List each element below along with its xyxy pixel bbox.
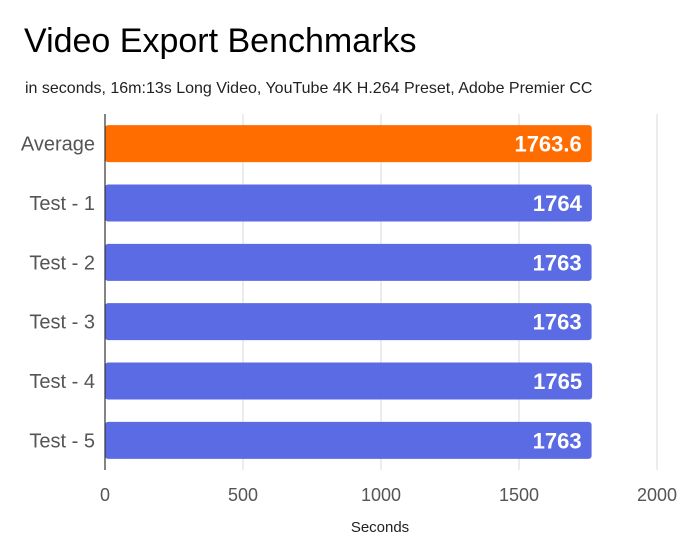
bar [105, 125, 592, 163]
category-label: Test - 4 [29, 371, 95, 393]
bar [105, 184, 592, 222]
data-label: 1763 [533, 428, 582, 453]
data-label: 1763.6 [514, 132, 581, 157]
x-axis-title: Seconds [351, 519, 409, 536]
category-label: Average [21, 134, 95, 156]
x-tick-label: 0 [100, 485, 110, 505]
data-label: 1763 [533, 310, 582, 335]
x-tick-label: 1500 [499, 485, 539, 505]
x-tick-label: 500 [228, 485, 258, 505]
bar [105, 362, 593, 400]
labels: 0 500 1000 1500 2000 Average 1763.6 Test - 1 176… [21, 132, 677, 536]
bar [105, 421, 592, 459]
data-label: 1764 [533, 191, 583, 216]
chart-title: Video Export Benchmarks [24, 22, 417, 60]
data-label: 1765 [533, 369, 582, 394]
bar [105, 303, 592, 341]
category-label: Test - 3 [29, 312, 95, 334]
bar [105, 243, 592, 281]
data-label: 1763 [533, 250, 582, 275]
x-tick-label: 1000 [361, 485, 401, 505]
bars [105, 125, 593, 459]
category-label: Test - 1 [29, 193, 95, 215]
chart-subtitle: in seconds, 16m:13s Long Video, YouTube … [25, 80, 593, 97]
category-label: Test - 2 [29, 252, 95, 274]
category-label: Test - 5 [29, 430, 95, 452]
x-tick-label: 2000 [637, 485, 677, 505]
gridlines [242, 114, 658, 470]
